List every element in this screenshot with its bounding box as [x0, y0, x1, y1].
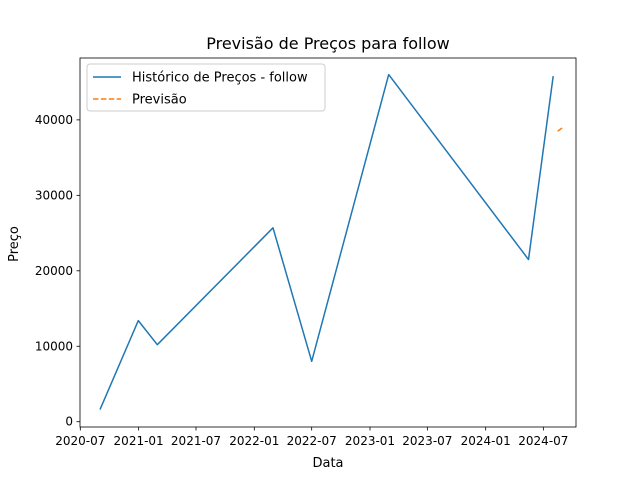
y-tick-label: 30000 — [35, 188, 73, 202]
series-line-0 — [99, 73, 554, 410]
x-tick-label: 2022-01 — [229, 434, 279, 448]
y-tick-label: 20000 — [35, 264, 73, 278]
x-tick-label: 2023-01 — [345, 434, 395, 448]
plot-area: 0 10000 20000 30000 40000 2020-07 2021-01 2021-… — [35, 57, 577, 448]
x-tick-label: 2023-07 — [402, 434, 452, 448]
x-axis-label: Data — [312, 456, 343, 471]
x-tick-label: 2021-07 — [171, 434, 221, 448]
y-tick-label: 10000 — [35, 339, 73, 353]
legend-box — [86, 63, 326, 112]
x-tick-label: 2022-07 — [287, 434, 337, 448]
axes-frame — [79, 57, 577, 428]
y-tick-label: 40000 — [35, 113, 73, 127]
legend-label-1: Previsão — [132, 93, 187, 108]
y-tick-label: 0 — [65, 415, 73, 429]
x-tick-label: 2021-01 — [114, 434, 164, 448]
x-tick-label: 2024-07 — [518, 434, 568, 448]
legend-label-0: Histórico de Preços - follow — [132, 71, 308, 86]
x-tick-label: 2024-01 — [461, 434, 511, 448]
chart-title: Previsão de Preços para follow — [206, 34, 450, 53]
series-line-1 — [557, 126, 564, 132]
x-tick-label: 2020-07 — [55, 434, 105, 448]
y-axis-label: Preço — [7, 226, 22, 262]
